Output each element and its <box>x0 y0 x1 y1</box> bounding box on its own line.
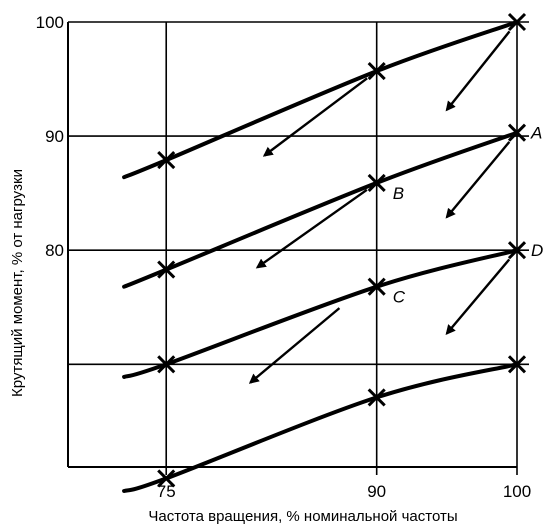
marker-stroke <box>507 12 527 32</box>
y-axis-title: Крутящий момент, % от нагрузки <box>9 169 26 397</box>
x-tick-label-100: 100 <box>503 482 531 501</box>
data-point-marker-4-2 <box>367 388 386 407</box>
series-line-3 <box>122 248 519 379</box>
marker-stroke <box>157 151 176 170</box>
arrow-3 <box>445 141 511 219</box>
marker-stroke <box>507 123 527 142</box>
marker-stroke <box>367 277 386 296</box>
data-point-marker-3-3 <box>507 241 527 260</box>
marker-stroke <box>367 173 386 192</box>
arrow-2 <box>262 77 368 157</box>
data-point-marker-4-1 <box>157 469 176 488</box>
marker-stroke <box>367 388 386 407</box>
marker-stroke <box>507 241 527 260</box>
y-tick-label-80: 80 <box>45 241 64 260</box>
x-tick-label-75: 75 <box>157 482 176 501</box>
series-line-4 <box>122 362 519 493</box>
data-point-marker-1-2 <box>367 62 386 81</box>
x-tick-label-90: 90 <box>367 482 386 501</box>
data-point-marker-2-3 <box>507 123 527 142</box>
data-point-marker-1-1 <box>157 151 176 170</box>
marker-stroke <box>157 469 176 488</box>
arrow-5 <box>445 258 511 336</box>
marker-stroke <box>507 355 527 374</box>
data-point-marker-1-3 <box>507 12 527 32</box>
marker-stroke <box>157 260 176 279</box>
point-label-A: A <box>530 124 542 143</box>
marker-stroke <box>157 355 176 374</box>
series-line-1 <box>122 20 519 180</box>
data-point-marker-3-2 <box>367 277 386 296</box>
arrow-4 <box>255 188 368 269</box>
series-line-2 <box>122 130 519 289</box>
arrow-6 <box>248 307 341 384</box>
data-point-marker-2-1 <box>157 260 176 279</box>
y-tick-label-100: 100 <box>36 13 64 32</box>
x-axis-title: Частота вращения, % номинальной частоты <box>148 508 457 525</box>
marker-stroke <box>367 62 386 81</box>
data-point-marker-2-2 <box>367 173 386 192</box>
data-point-marker-3-1 <box>157 355 176 374</box>
y-tick-label-90: 90 <box>45 127 64 146</box>
point-label-D: D <box>531 241 543 260</box>
arrow-1 <box>445 30 511 112</box>
data-point-marker-4-3 <box>507 355 527 374</box>
point-label-C: C <box>393 288 406 307</box>
point-label-B: B <box>393 184 404 203</box>
